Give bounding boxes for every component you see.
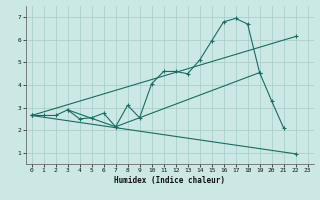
X-axis label: Humidex (Indice chaleur): Humidex (Indice chaleur) bbox=[114, 176, 225, 185]
